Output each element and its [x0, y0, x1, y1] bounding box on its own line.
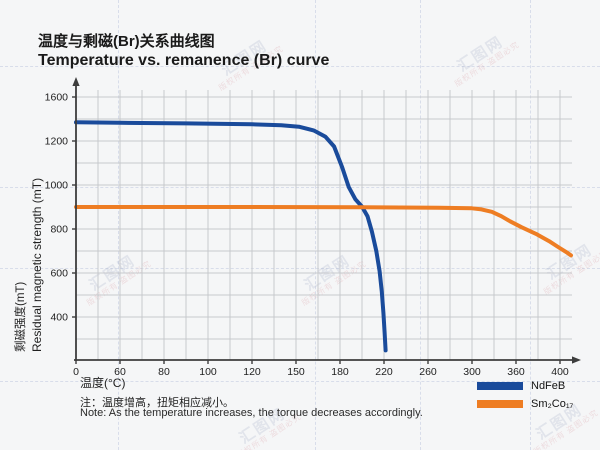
axis-layer	[72, 77, 581, 364]
legend-label-ndfeb: NdFeB	[531, 380, 566, 392]
x-axis-title: 温度(°C)	[80, 375, 125, 390]
y-tick-label: 600	[50, 268, 68, 280]
x-tick-label: 220	[375, 366, 393, 378]
legend-swatch-ndfeb	[477, 382, 523, 390]
note-zh: 注：温度增高，扭矩相应减小。	[80, 397, 234, 409]
legend-item-ndfeb: NdFeB	[477, 380, 573, 392]
y-tick-label: 1600	[45, 92, 69, 104]
tick-label-layer: 0 60 80 100 120 150 180 220 260 300 360 400 1600 1200…	[45, 92, 569, 379]
x-tick-label: 60	[114, 366, 126, 378]
x-tick-label: 150	[287, 366, 305, 378]
x-tick-label: 100	[199, 366, 217, 378]
legend-label-sm2co17: Sm₂Co₁₇	[531, 398, 574, 410]
x-tick-label: 400	[551, 366, 569, 378]
x-tick-label: 180	[331, 366, 349, 378]
legend-item-sm2co17: Sm₂Co₁₇	[477, 398, 573, 410]
y-axis-title-en: Residual magnetic strength (mT)	[30, 178, 44, 352]
series-layer	[74, 120, 573, 353]
series-smco	[74, 205, 573, 258]
y-tick-label: 800	[50, 224, 68, 236]
x-tick-label: 260	[419, 366, 437, 378]
x-tick-label: 300	[463, 366, 481, 378]
series-ndfeb	[74, 120, 388, 353]
chart-title-zh: 温度与剩磁(Br)关系曲线图	[38, 33, 215, 50]
y-tick-label: 400	[50, 312, 68, 324]
note-en: Note: As the temperature increases, the …	[80, 407, 423, 419]
legend: NdFeB Sm₂Co₁₇	[477, 380, 573, 410]
x-tick-label: 120	[243, 366, 261, 378]
y-axis-arrow-icon	[72, 77, 80, 86]
y-tick-label: 1200	[45, 136, 69, 148]
legend-swatch-sm2co17	[477, 400, 523, 408]
y-tick-label: 1000	[45, 180, 69, 192]
y-axis-title-zh: 剩磁强度(mT)	[13, 282, 27, 352]
chart-title-en: Temperature vs. remanence (Br) curve	[38, 52, 330, 69]
x-tick-label: 0	[73, 366, 79, 378]
x-tick-label: 80	[158, 366, 170, 378]
x-tick-label: 360	[507, 366, 525, 378]
grid-layer	[75, 90, 572, 360]
x-axis-arrow-icon	[572, 356, 581, 364]
